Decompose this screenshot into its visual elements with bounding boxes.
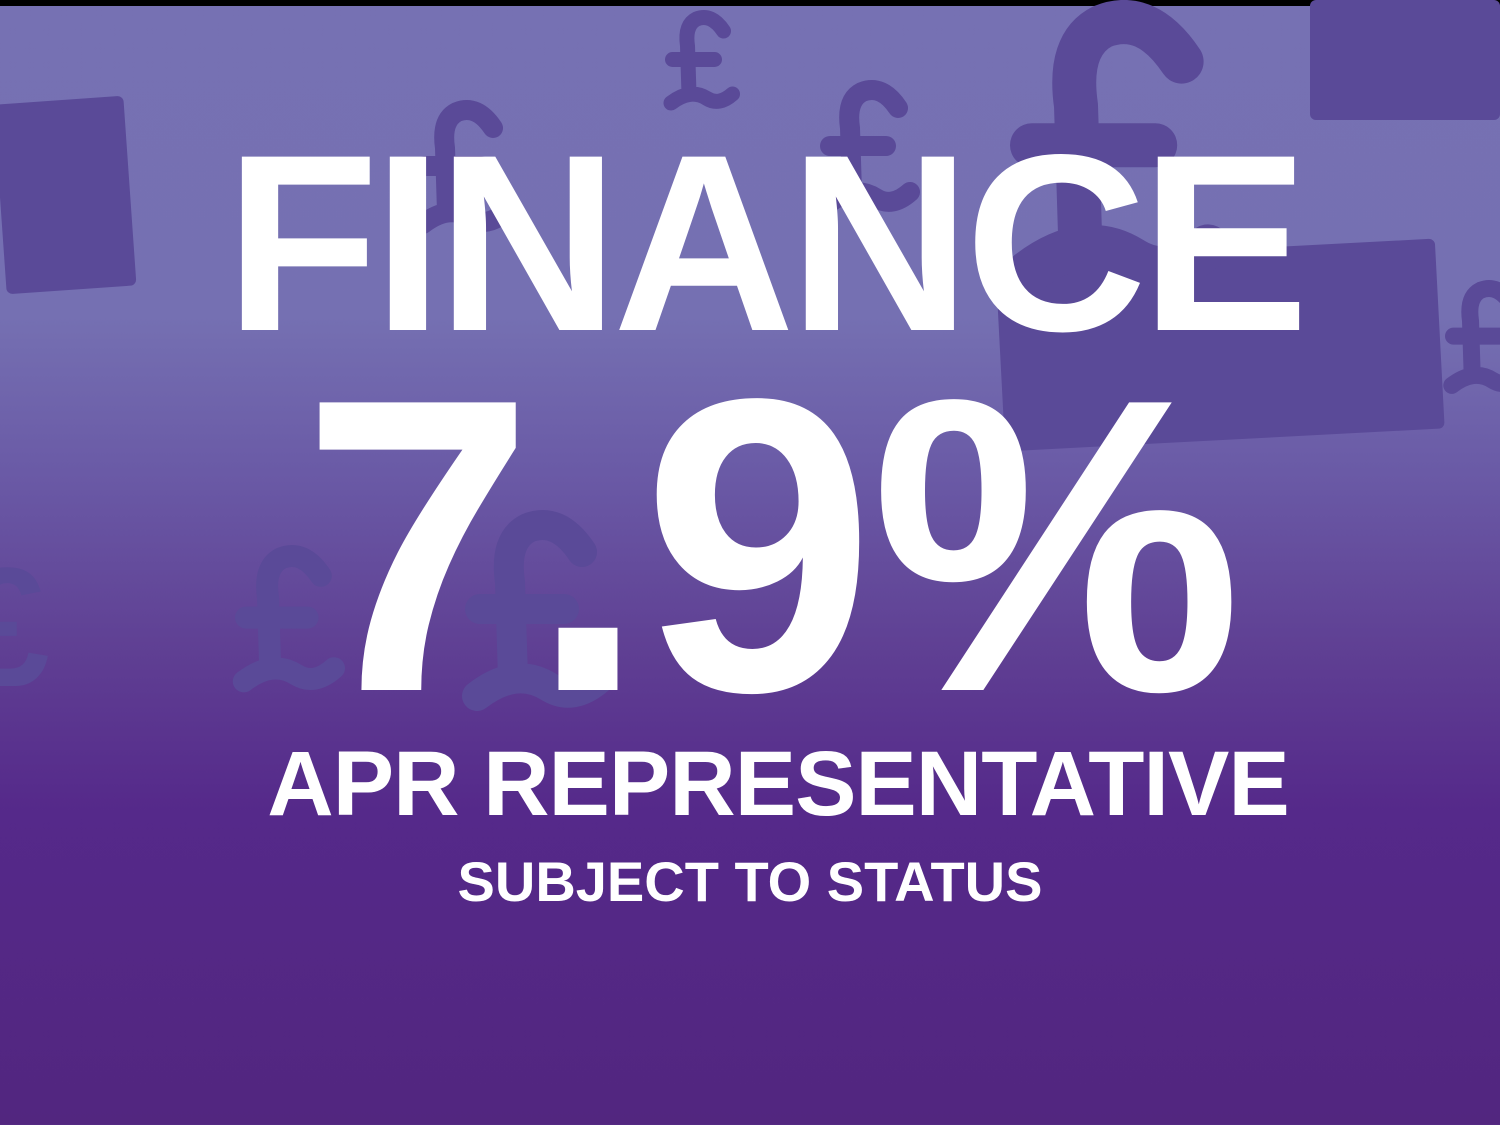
apr-rate: 7.9% — [301, 312, 1243, 779]
rate-label: APR REPRESENTATIVE — [267, 733, 1289, 835]
headline: FINANCE — [225, 103, 1309, 384]
disclaimer: SUBJECT TO STATUS — [457, 850, 1043, 913]
top-border — [0, 0, 1500, 6]
pound-sign-icon — [671, 18, 733, 104]
wallet-shape-top-right — [1310, 0, 1500, 120]
pound-sign-icon: £ — [0, 533, 50, 723]
